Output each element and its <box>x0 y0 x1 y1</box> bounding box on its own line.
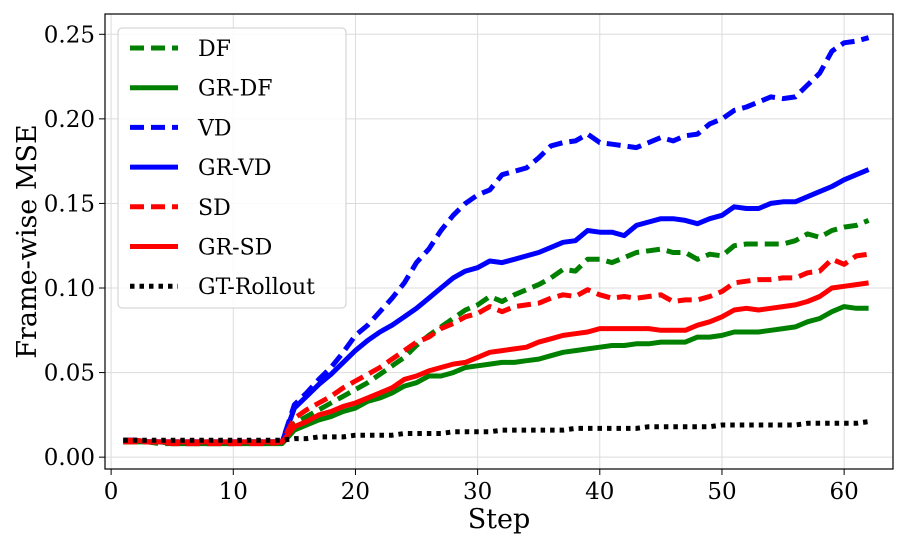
y-tick-label: 0.00 <box>44 445 95 471</box>
y-tick-label: 0.10 <box>44 276 95 302</box>
legend-label: GR-SD <box>198 236 272 261</box>
x-tick-label: 0 <box>104 479 119 505</box>
y-tick-label: 0.20 <box>44 107 95 133</box>
x-tick-label: 30 <box>463 479 492 505</box>
legend-label: GT-Rollout <box>198 275 315 300</box>
series-line-sd <box>123 251 869 447</box>
x-tick-label: 50 <box>707 479 736 505</box>
y-tick-label: 0.15 <box>44 191 95 217</box>
legend-label: DF <box>198 37 231 62</box>
series-line-vd <box>123 35 870 445</box>
x-axis-label: Step <box>468 504 531 535</box>
legend-label: SD <box>198 196 231 221</box>
series-line-df <box>123 218 870 447</box>
legend-box <box>117 27 347 309</box>
x-tick-label: 60 <box>829 479 858 505</box>
y-tick-label: 0.05 <box>44 361 95 387</box>
legend-label: GR-VD <box>198 156 272 181</box>
legend-label: GR-DF <box>198 77 272 102</box>
axis-ticks: 0 10 20 30 40 50 60 0.00 0.05 0.10 0.15 0.20 0.25 <box>44 22 859 505</box>
series-lines <box>123 35 870 447</box>
y-tick-label: 0.25 <box>44 22 95 48</box>
y-axis-label: Frame-wise MSE <box>12 124 43 358</box>
legend: DF GR-DF VD GR-VD SD GR-SD GT-Rollout <box>117 27 347 309</box>
x-tick-label: 20 <box>341 479 370 505</box>
x-tick-label: 40 <box>585 479 614 505</box>
series-line-gr-df <box>123 304 869 447</box>
plot-frame <box>104 13 894 470</box>
legend-label: VD <box>197 116 232 141</box>
series-line-gt-rollout <box>123 419 869 443</box>
x-tick-label: 10 <box>219 479 248 505</box>
